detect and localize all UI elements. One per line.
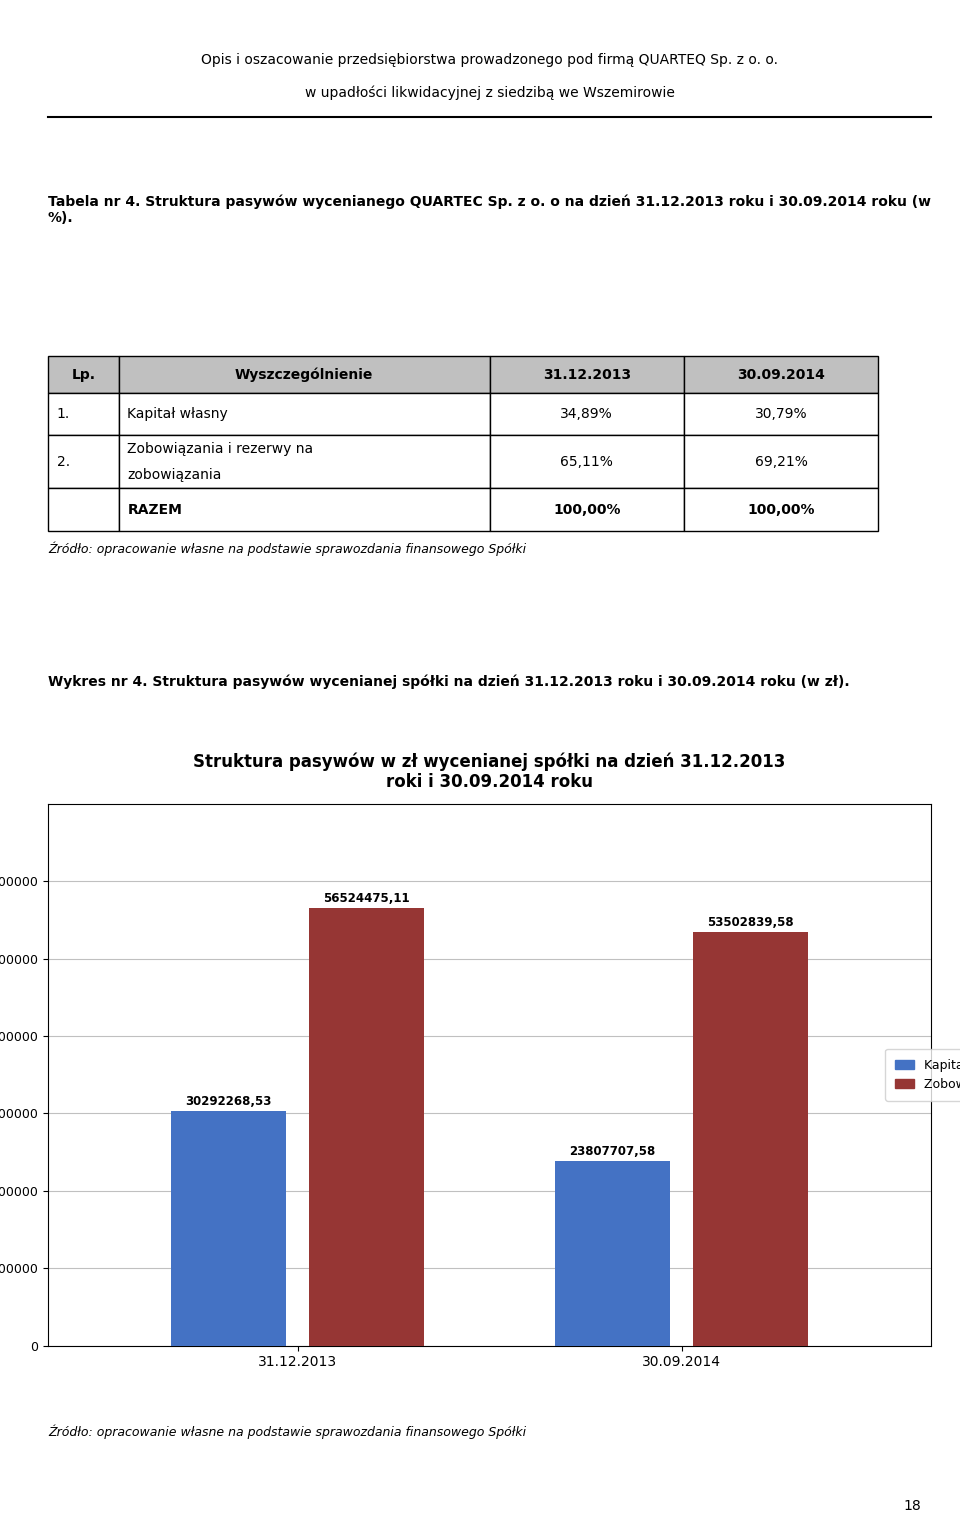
Legend: Kapitał własny, Zobowiązania i rezerwy na zobowiązania: Kapitał własny, Zobowiązania i rezerwy n…	[885, 1049, 960, 1101]
Text: Kapitał własny: Kapitał własny	[128, 407, 228, 421]
Text: 30,79%: 30,79%	[755, 407, 807, 421]
Bar	[684, 356, 878, 393]
Text: 65,11%: 65,11%	[561, 455, 613, 468]
Bar	[119, 435, 490, 488]
Text: zobowiązania: zobowiązania	[128, 468, 222, 482]
Text: Opis i oszacowanie przedsiębiorstwa prowadzonego pod firmą QUARTEQ Sp. z o. o.: Opis i oszacowanie przedsiębiorstwa prow…	[201, 54, 779, 68]
Bar	[490, 435, 684, 488]
Bar	[693, 932, 808, 1346]
Text: Lp.: Lp.	[71, 367, 95, 381]
Bar	[684, 488, 878, 531]
Text: 18: 18	[904, 1499, 922, 1513]
Bar	[490, 488, 684, 531]
Text: 100,00%: 100,00%	[553, 502, 620, 516]
Text: w upadłości likwidacyjnej z siedzibą we Wszemirowie: w upadłości likwidacyjnej z siedzibą we …	[304, 86, 675, 100]
Text: 1.: 1.	[57, 407, 70, 421]
Bar	[684, 435, 878, 488]
Text: Wyszczególnienie: Wyszczególnienie	[235, 367, 373, 382]
Text: 53502839,58: 53502839,58	[708, 915, 794, 929]
Text: Zobowiązania i rezerwy na: Zobowiązania i rezerwy na	[128, 442, 314, 456]
Bar	[171, 1111, 286, 1346]
Text: 2.: 2.	[57, 455, 70, 468]
Text: 56524475,11: 56524475,11	[324, 892, 410, 905]
Text: Źródło: opracowanie własne na podstawie sprawozdania finansowego Spółki: Źródło: opracowanie własne na podstawie …	[48, 1425, 526, 1439]
Text: 100,00%: 100,00%	[747, 502, 815, 516]
Text: Tabela nr 4. Struktura pasywów wycenianego QUARTEC Sp. z o. o na dzień 31.12.201: Tabela nr 4. Struktura pasywów wyceniane…	[48, 194, 931, 224]
Bar	[309, 908, 424, 1346]
Title: Struktura pasywów w zł wycenianej spółki na dzień 31.12.2013
roki i 30.09.2014 r: Struktura pasywów w zł wycenianej spółki…	[193, 753, 786, 791]
Bar	[490, 393, 684, 435]
Text: Źródło: opracowanie własne na podstawie sprawozdania finansowego Spółki: Źródło: opracowanie własne na podstawie …	[48, 541, 526, 556]
Bar	[119, 488, 490, 531]
Bar	[684, 393, 878, 435]
Bar	[48, 435, 119, 488]
Text: 23807707,58: 23807707,58	[569, 1146, 656, 1158]
Bar	[48, 356, 119, 393]
Text: 34,89%: 34,89%	[561, 407, 613, 421]
Text: 69,21%: 69,21%	[755, 455, 807, 468]
Bar	[48, 488, 119, 531]
Text: RAZEM: RAZEM	[128, 502, 182, 516]
Text: 30.09.2014: 30.09.2014	[737, 367, 825, 381]
Bar	[119, 356, 490, 393]
Bar	[490, 356, 684, 393]
Bar	[555, 1161, 670, 1346]
Bar	[119, 393, 490, 435]
Bar	[48, 393, 119, 435]
Text: Wykres nr 4. Struktura pasywów wycenianej spółki na dzień 31.12.2013 roku i 30.0: Wykres nr 4. Struktura pasywów wyceniane…	[48, 674, 850, 690]
Text: 30292268,53: 30292268,53	[185, 1095, 272, 1107]
Text: 31.12.2013: 31.12.2013	[542, 367, 631, 381]
